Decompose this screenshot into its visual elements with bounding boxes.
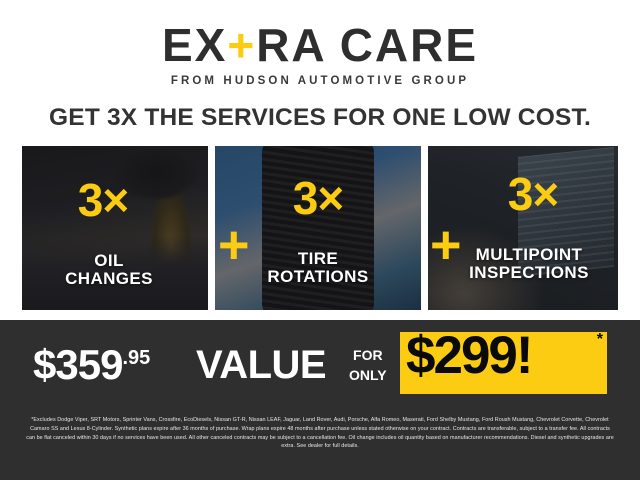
logo-text-post: RA CARE	[256, 19, 479, 71]
original-value-amount: $359	[33, 341, 123, 388]
service-name: TIRE ROTATIONS	[267, 248, 369, 287]
value-word-label: VALUE	[196, 343, 327, 387]
page-title: GET 3X THE SERVICES FOR ONE LOW COST.	[49, 104, 591, 131]
sale-price-box: $299! *	[400, 326, 607, 394]
service-panel-oil-changes: 3× OIL CHANGES	[22, 146, 208, 310]
multiplier-label: 3×	[507, 168, 559, 221]
photo-scrim	[215, 146, 421, 310]
laptop-diagnostics-photo	[428, 146, 618, 310]
plus-icon: +	[227, 19, 257, 71]
multiplier-label: 3×	[292, 172, 344, 225]
original-value-price: $359.95	[33, 344, 150, 386]
logo-text-pre: EX	[161, 19, 228, 71]
for-only-line1: FOR	[353, 347, 383, 363]
plus-separator-icon-1: +	[218, 215, 250, 275]
disclaimer-text: *Excludes Dodge Viper, SRT Motors, Sprin…	[26, 417, 614, 450]
service-name-line2: CHANGES	[65, 269, 153, 289]
service-name-line2: INSPECTIONS	[469, 263, 589, 283]
offer-bar: $359.95 VALUE FOR ONLY $299! * *Excludes…	[0, 320, 640, 480]
service-name: MULTIPOINT INSPECTIONS	[469, 244, 589, 283]
multiplier-label: 3×	[77, 174, 129, 227]
services-panel-row: 3× OIL CHANGES 3× TIRE ROTATIONS	[22, 146, 618, 310]
logo-wordmark: EX+RA CARE	[0, 22, 640, 68]
for-only-line2: ONLY	[349, 366, 387, 383]
brand-logo: EX+RA CARE FROM HUDSON AUTOMOTIVE GROUP	[0, 22, 640, 87]
service-panel-tire-rotations: 3× TIRE ROTATIONS	[215, 146, 421, 310]
service-panel-multipoint-inspections: 3× MULTIPOINT INSPECTIONS	[428, 146, 618, 310]
original-value-cents: .95	[122, 347, 151, 369]
plus-separator-icon-2: +	[430, 215, 462, 275]
logo-tagline: FROM HUDSON AUTOMOTIVE GROUP	[170, 75, 470, 87]
for-only-label: FOR ONLY	[349, 346, 387, 385]
service-name: OIL CHANGES	[65, 250, 153, 289]
oil-pouring-photo	[22, 146, 208, 310]
service-name-line1: OIL	[94, 250, 124, 270]
sale-price: $299!	[406, 326, 534, 385]
asterisk-icon: *	[596, 331, 603, 348]
service-name-line1: MULTIPOINT	[475, 244, 583, 264]
photo-scrim	[428, 146, 618, 310]
photo-scrim	[22, 146, 208, 310]
offer-pricing-row: $359.95 VALUE FOR ONLY $299! *	[0, 326, 640, 406]
service-name-line1: TIRE	[297, 248, 339, 268]
tire-held-photo	[215, 146, 421, 310]
service-name-line2: ROTATIONS	[267, 267, 369, 287]
